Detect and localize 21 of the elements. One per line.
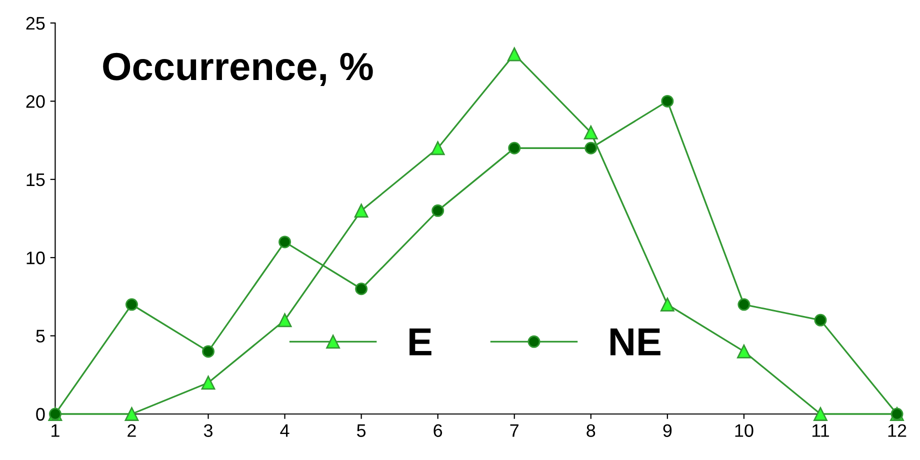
x-tick-label: 6 xyxy=(434,424,442,437)
y-tick-label: 10 xyxy=(26,252,45,264)
x-tick-label: 8 xyxy=(586,424,596,437)
x-tick-label: 4 xyxy=(280,424,290,437)
text: Occurrence, % xyxy=(103,52,373,86)
x-tick-label: 2 xyxy=(128,424,136,437)
y-tick-label: 20 xyxy=(26,95,45,108)
y-tick-label: 15 xyxy=(26,174,45,186)
x-tick-label: 11 xyxy=(812,424,829,437)
y-tick-label: 25 xyxy=(26,16,45,30)
x-tick-label: 9 xyxy=(663,424,672,437)
x-tick-label: 1 xyxy=(52,424,60,437)
y-tick-label: 5 xyxy=(36,330,45,343)
legend-label: NE xyxy=(610,328,660,356)
x-tick-label: 7 xyxy=(510,424,518,437)
x-tick-label: 5 xyxy=(357,424,366,437)
x-tick-label: 3 xyxy=(204,424,212,437)
x-tick-label: 12 xyxy=(888,424,906,437)
legend-label: E xyxy=(410,328,432,356)
x-tick-label: 10 xyxy=(735,424,754,437)
y-tick-label: 0 xyxy=(36,408,45,421)
